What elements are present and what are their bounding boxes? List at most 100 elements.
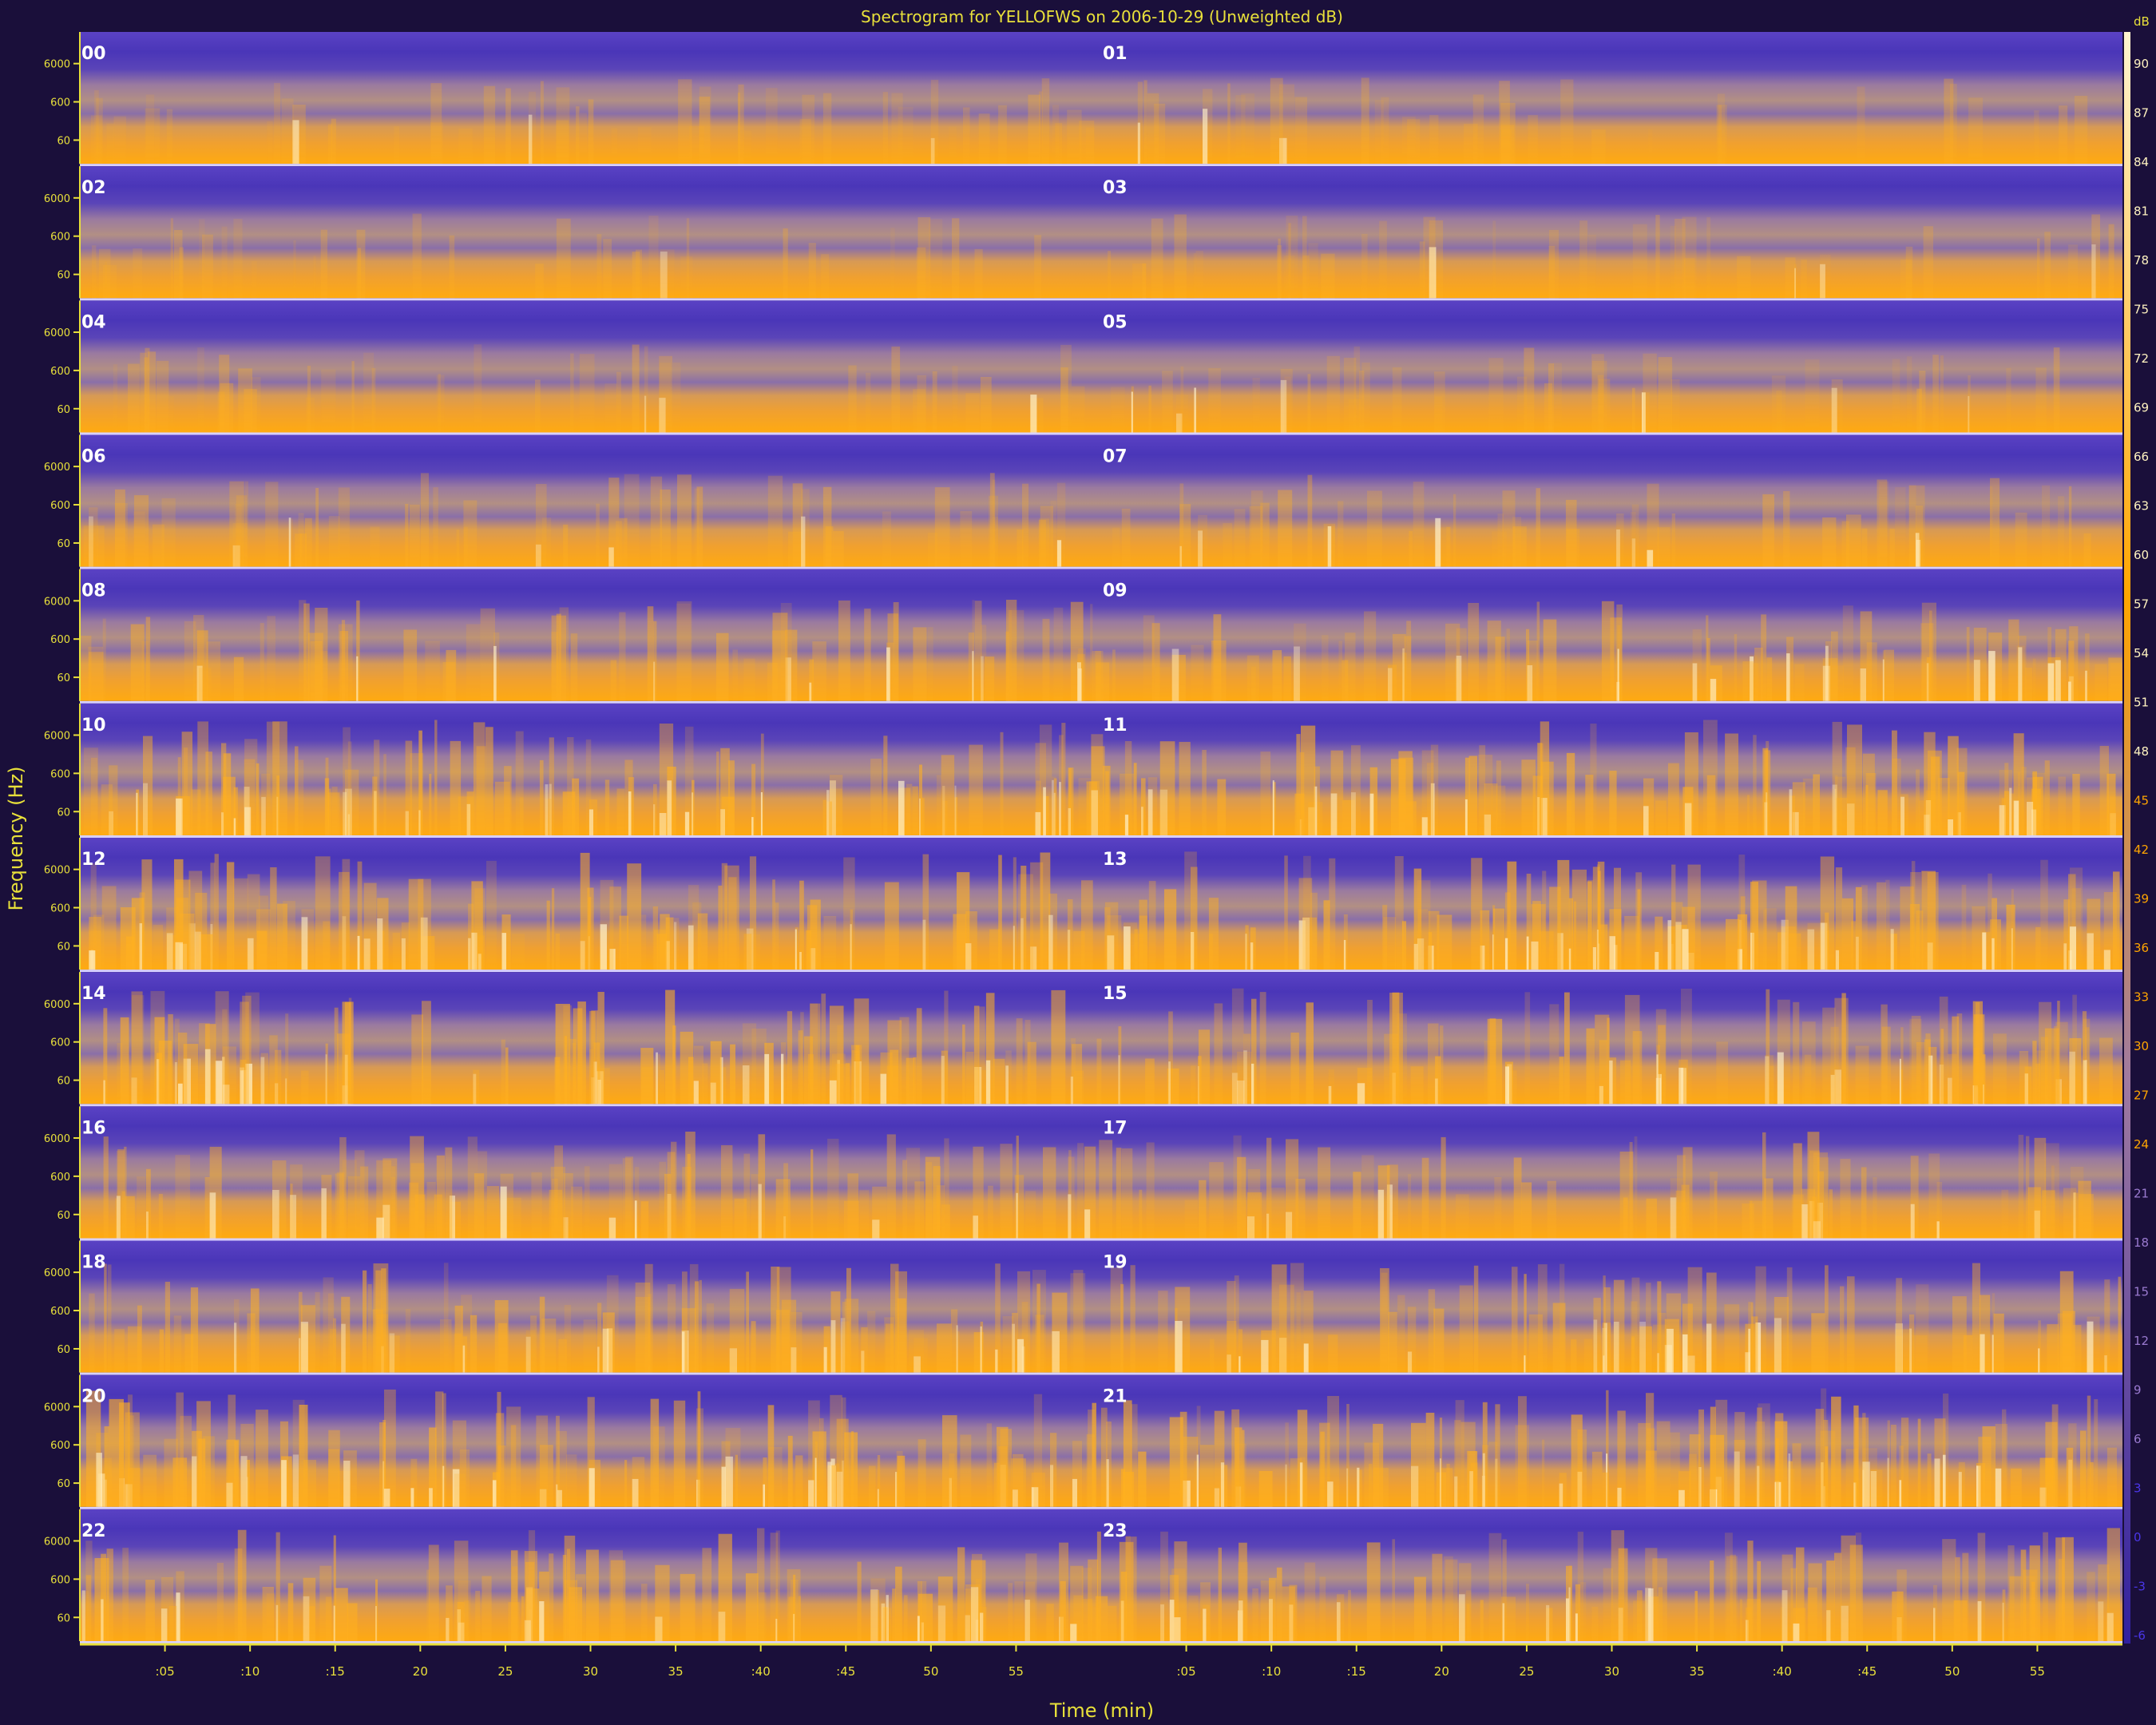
peak-streak (1832, 784, 1837, 835)
activity-streak (1631, 1336, 1635, 1373)
activity-streak (221, 743, 227, 835)
activity-streak (806, 930, 811, 970)
activity-streak (962, 1024, 965, 1104)
activity-streak (295, 533, 302, 567)
activity-streak (1345, 632, 1356, 701)
activity-streak (1302, 216, 1307, 299)
activity-streak (1796, 1547, 1805, 1641)
activity-streak (787, 1435, 793, 1507)
activity-streak (1512, 526, 1527, 567)
activity-streak (158, 1194, 163, 1239)
peak-streak (442, 1465, 445, 1507)
peak-streak (192, 1456, 197, 1507)
y-tick-label: 600 (50, 1172, 70, 1184)
activity-streak (1684, 732, 1698, 835)
x-tick-label: :40 (1773, 1664, 1792, 1679)
activity-streak (1231, 1409, 1240, 1507)
activity-streak (1738, 855, 1746, 970)
peak-streak (468, 938, 471, 970)
activity-streak (237, 1529, 247, 1641)
activity-streak (1296, 1292, 1301, 1373)
activity-streak (1174, 214, 1187, 299)
activity-streak (584, 1166, 590, 1239)
peak-streak (528, 114, 533, 165)
peak-streak (103, 1080, 105, 1104)
activity-streak (2042, 485, 2051, 567)
activity-streak (1468, 603, 1480, 701)
activity-streak (697, 913, 708, 970)
activity-streak (1940, 1029, 1944, 1104)
peak-streak (449, 1196, 455, 1239)
activity-streak (1783, 490, 1790, 567)
activity-streak (1586, 1028, 1595, 1104)
activity-streak (610, 1560, 626, 1641)
activity-streak (944, 1138, 949, 1239)
activity-streak (1834, 775, 1838, 835)
activity-streak (375, 1579, 378, 1641)
activity-streak (1380, 1268, 1389, 1373)
activity-streak (1927, 1453, 1932, 1507)
activity-streak (2113, 871, 2120, 970)
peak-streak (389, 1333, 395, 1373)
peak-streak (341, 1323, 346, 1373)
activity-streak (190, 1287, 199, 1373)
activity-streak (697, 1391, 701, 1507)
activity-streak (810, 1149, 814, 1239)
activity-streak (1482, 1402, 1488, 1507)
activity-streak (1926, 656, 1931, 701)
activity-streak (2041, 1037, 2048, 1104)
activity-streak (540, 81, 544, 165)
activity-streak (1755, 1422, 1766, 1507)
colorbar-tick-label: 3 (2134, 1481, 2142, 1496)
activity-streak (360, 1166, 369, 1239)
activity-streak (1861, 885, 1868, 970)
activity-streak (1504, 892, 1511, 970)
peak-streak (1527, 665, 1533, 701)
peak-streak (1648, 1588, 1654, 1641)
activity-streak (1465, 1590, 1472, 1641)
peak-streak (826, 790, 830, 835)
activity-streak (706, 1303, 715, 1373)
peak-streak (1402, 648, 1405, 701)
activity-streak (131, 995, 145, 1104)
peak-streak (233, 818, 236, 835)
peak-streak (1599, 1085, 1603, 1104)
activity-streak (1200, 1445, 1215, 1507)
activity-streak (510, 1550, 518, 1641)
activity-streak (539, 1296, 545, 1373)
activity-streak (735, 1454, 738, 1507)
activity-streak (307, 632, 323, 701)
activity-streak (1658, 1587, 1663, 1641)
activity-streak (2035, 926, 2041, 970)
activity-streak (109, 1398, 124, 1507)
activity-streak (125, 1196, 135, 1239)
activity-streak (937, 1576, 953, 1641)
activity-streak (2032, 658, 2036, 701)
activity-streak (1036, 1283, 1040, 1373)
activity-streak (145, 94, 155, 165)
peak-streak (2083, 1060, 2087, 1104)
activity-streak (790, 1580, 799, 1641)
activity-streak (1895, 486, 1906, 567)
activity-streak (1148, 881, 1156, 970)
peak-streak (972, 651, 974, 701)
activity-streak (644, 346, 648, 433)
activity-streak (1973, 1048, 1980, 1104)
activity-streak (1361, 77, 1369, 165)
activity-streak (576, 106, 580, 165)
peak-streak (183, 1058, 191, 1104)
peak-streak (785, 657, 791, 701)
activity-streak (1597, 375, 1604, 433)
activity-streak (1805, 359, 1820, 433)
activity-streak (104, 1263, 107, 1373)
peak-streak (1645, 1588, 1651, 1641)
activity-streak (2034, 110, 2039, 165)
activity-streak (1208, 898, 1219, 970)
activity-streak (1905, 246, 1913, 299)
activity-streak (1513, 1157, 1522, 1239)
activity-streak (1344, 358, 1357, 433)
activity-streak (281, 98, 294, 165)
peak-streak (632, 1478, 639, 1507)
activity-streak (2047, 1324, 2059, 1373)
peak-streak (1052, 1330, 1060, 1373)
